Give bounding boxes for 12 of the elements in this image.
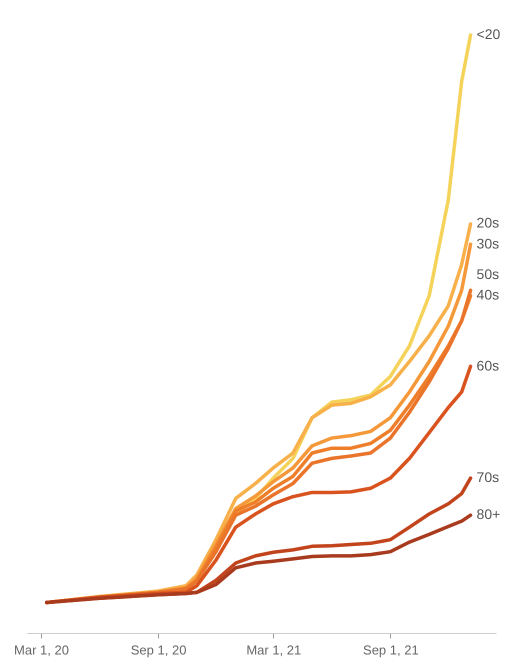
x-tick-label: Mar 1, 21	[246, 642, 302, 658]
x-tick-label: Sep 1, 20	[130, 642, 186, 658]
series-label: 40s	[476, 286, 500, 303]
series-label: 20s	[476, 214, 500, 230]
x-tick-label: Mar 1, 20	[14, 642, 69, 658]
series-label: 50s	[476, 266, 500, 282]
series-label: 30s	[476, 235, 500, 252]
series-label: 80+	[476, 506, 500, 522]
series-label: 70s	[476, 469, 500, 486]
series-label: 60s	[476, 357, 500, 374]
series-label: <20	[476, 26, 501, 42]
x-tick-label: Sep 1, 21	[363, 642, 419, 658]
